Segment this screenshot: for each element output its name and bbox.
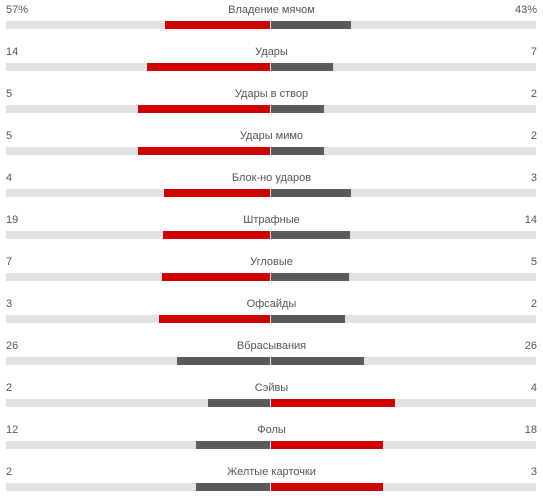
away-value: 26 — [524, 340, 537, 352]
away-value: 43% — [514, 4, 537, 16]
away-bar — [271, 21, 351, 29]
away-value: 7 — [530, 46, 537, 58]
away-value: 18 — [524, 424, 537, 436]
stat-label: Блок-но ударов — [231, 172, 312, 184]
stat-row-shots-on-target: 5 Удары в створ 2 — [0, 84, 543, 126]
home-bar — [196, 441, 270, 449]
away-value: 2 — [530, 130, 537, 142]
stat-bar-track — [6, 399, 536, 407]
stat-bar-track — [6, 315, 536, 323]
home-bar — [162, 273, 270, 281]
away-value: 14 — [524, 214, 537, 226]
home-value: 14 — [6, 46, 19, 58]
home-value: 7 — [6, 256, 13, 268]
stat-row-blocked-shots: 4 Блок-но ударов 3 — [0, 168, 543, 210]
away-value: 4 — [530, 382, 537, 394]
stat-label: Фолы — [257, 424, 286, 436]
stat-bar-track — [6, 21, 536, 29]
away-bar — [271, 441, 383, 449]
away-bar — [271, 399, 395, 407]
stat-row-throw-ins: 26 Вбрасывания 26 — [0, 336, 543, 378]
home-bar — [208, 399, 270, 407]
away-bar — [271, 147, 324, 155]
home-bar — [196, 483, 270, 491]
stat-label: Удары — [255, 46, 288, 58]
stat-row-saves: 2 Сэйвы 4 — [0, 378, 543, 420]
stat-row-fouls: 12 Фолы 18 — [0, 420, 543, 462]
stat-bar-track — [6, 441, 536, 449]
stat-label: Удары в створ — [234, 88, 309, 100]
home-bar — [164, 21, 270, 29]
stat-label: Удары мимо — [239, 130, 304, 142]
stat-row-offsides: 3 Офсайды 2 — [0, 294, 543, 336]
home-value: 12 — [6, 424, 19, 436]
stat-label: Сэйвы — [254, 382, 289, 394]
stat-row-shots: 14 Удары 7 — [0, 42, 543, 84]
home-value: 26 — [6, 340, 19, 352]
away-bar — [271, 273, 349, 281]
stat-bar-track — [6, 273, 536, 281]
away-bar — [271, 63, 333, 71]
stat-row-free-kicks: 19 Штрафные 14 — [0, 210, 543, 252]
home-value: 3 — [6, 298, 13, 310]
home-value: 5 — [6, 88, 13, 100]
home-bar — [163, 231, 270, 239]
away-value: 2 — [530, 298, 537, 310]
home-bar — [177, 357, 270, 365]
away-bar — [271, 357, 364, 365]
away-bar — [271, 189, 351, 197]
home-bar — [158, 315, 270, 323]
home-bar — [146, 63, 270, 71]
away-value: 3 — [530, 466, 537, 478]
away-value: 5 — [530, 256, 537, 268]
home-value: 2 — [6, 382, 13, 394]
stat-label: Штрафные — [243, 214, 300, 226]
stat-bar-track — [6, 357, 536, 365]
home-bar — [164, 189, 270, 197]
stat-bar-track — [6, 483, 536, 491]
home-bar — [137, 147, 270, 155]
away-value: 2 — [530, 88, 537, 100]
stat-bar-track — [6, 147, 536, 155]
home-value: 4 — [6, 172, 13, 184]
stat-row-shots-off-target: 5 Удары мимо 2 — [0, 126, 543, 168]
away-value: 3 — [530, 172, 537, 184]
away-bar — [271, 105, 324, 113]
stat-label: Желтые карточки — [227, 466, 316, 478]
stat-label: Вбрасывания — [236, 340, 307, 352]
stat-label: Офсайды — [246, 298, 297, 310]
home-value: 19 — [6, 214, 19, 226]
stat-row-possession: 57% Владение мячом 43% — [0, 0, 543, 42]
home-value: 5 — [6, 130, 13, 142]
away-bar — [271, 315, 345, 323]
home-bar — [137, 105, 270, 113]
home-value: 2 — [6, 466, 13, 478]
home-value: 57% — [6, 4, 29, 16]
away-bar — [271, 483, 383, 491]
stat-bar-track — [6, 189, 536, 197]
stat-bar-track — [6, 231, 536, 239]
stat-row-corners: 7 Угловые 5 — [0, 252, 543, 294]
stat-bar-track — [6, 105, 536, 113]
stat-bar-track — [6, 63, 536, 71]
stat-row-yellow-cards: 2 Желтые карточки 3 — [0, 462, 543, 504]
away-bar — [271, 231, 350, 239]
stat-label: Владение мячом — [228, 4, 315, 16]
stat-label: Угловые — [250, 256, 293, 268]
